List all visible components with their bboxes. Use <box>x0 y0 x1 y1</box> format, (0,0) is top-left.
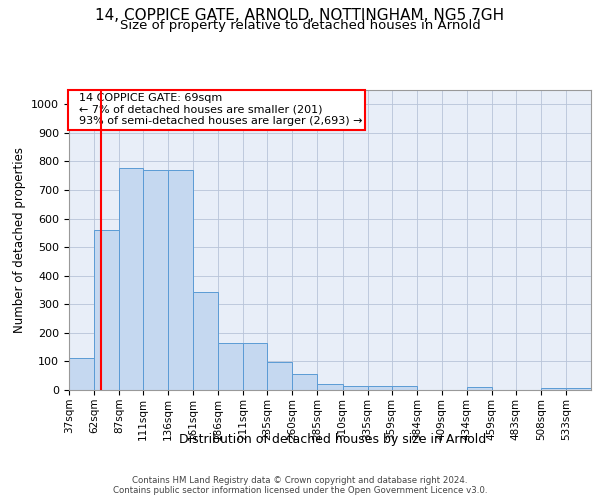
Bar <box>541 388 566 390</box>
Text: Distribution of detached houses by size in Arnold: Distribution of detached houses by size … <box>179 432 487 446</box>
Text: 14, COPPICE GATE, ARNOLD, NOTTINGHAM, NG5 7GH: 14, COPPICE GATE, ARNOLD, NOTTINGHAM, NG… <box>95 8 505 22</box>
Bar <box>193 292 218 390</box>
Bar <box>268 362 292 390</box>
Bar <box>143 170 168 390</box>
Text: 14 COPPICE GATE: 69sqm
  ← 7% of detached houses are smaller (201)
  93% of semi: 14 COPPICE GATE: 69sqm ← 7% of detached … <box>71 93 362 126</box>
Text: Contains HM Land Registry data © Crown copyright and database right 2024.: Contains HM Land Registry data © Crown c… <box>132 476 468 485</box>
Bar <box>343 386 368 390</box>
Bar <box>94 230 119 390</box>
Bar <box>218 343 244 390</box>
Bar <box>467 386 492 390</box>
Bar <box>119 168 143 390</box>
Bar <box>566 388 591 390</box>
Bar <box>168 170 193 390</box>
Text: Size of property relative to detached houses in Arnold: Size of property relative to detached ho… <box>119 19 481 32</box>
Y-axis label: Number of detached properties: Number of detached properties <box>13 147 26 333</box>
Text: Contains public sector information licensed under the Open Government Licence v3: Contains public sector information licen… <box>113 486 487 495</box>
Bar <box>317 384 343 390</box>
Bar <box>292 374 317 390</box>
Bar <box>368 386 392 390</box>
Bar <box>392 386 416 390</box>
Bar <box>69 358 94 390</box>
Bar <box>244 343 268 390</box>
